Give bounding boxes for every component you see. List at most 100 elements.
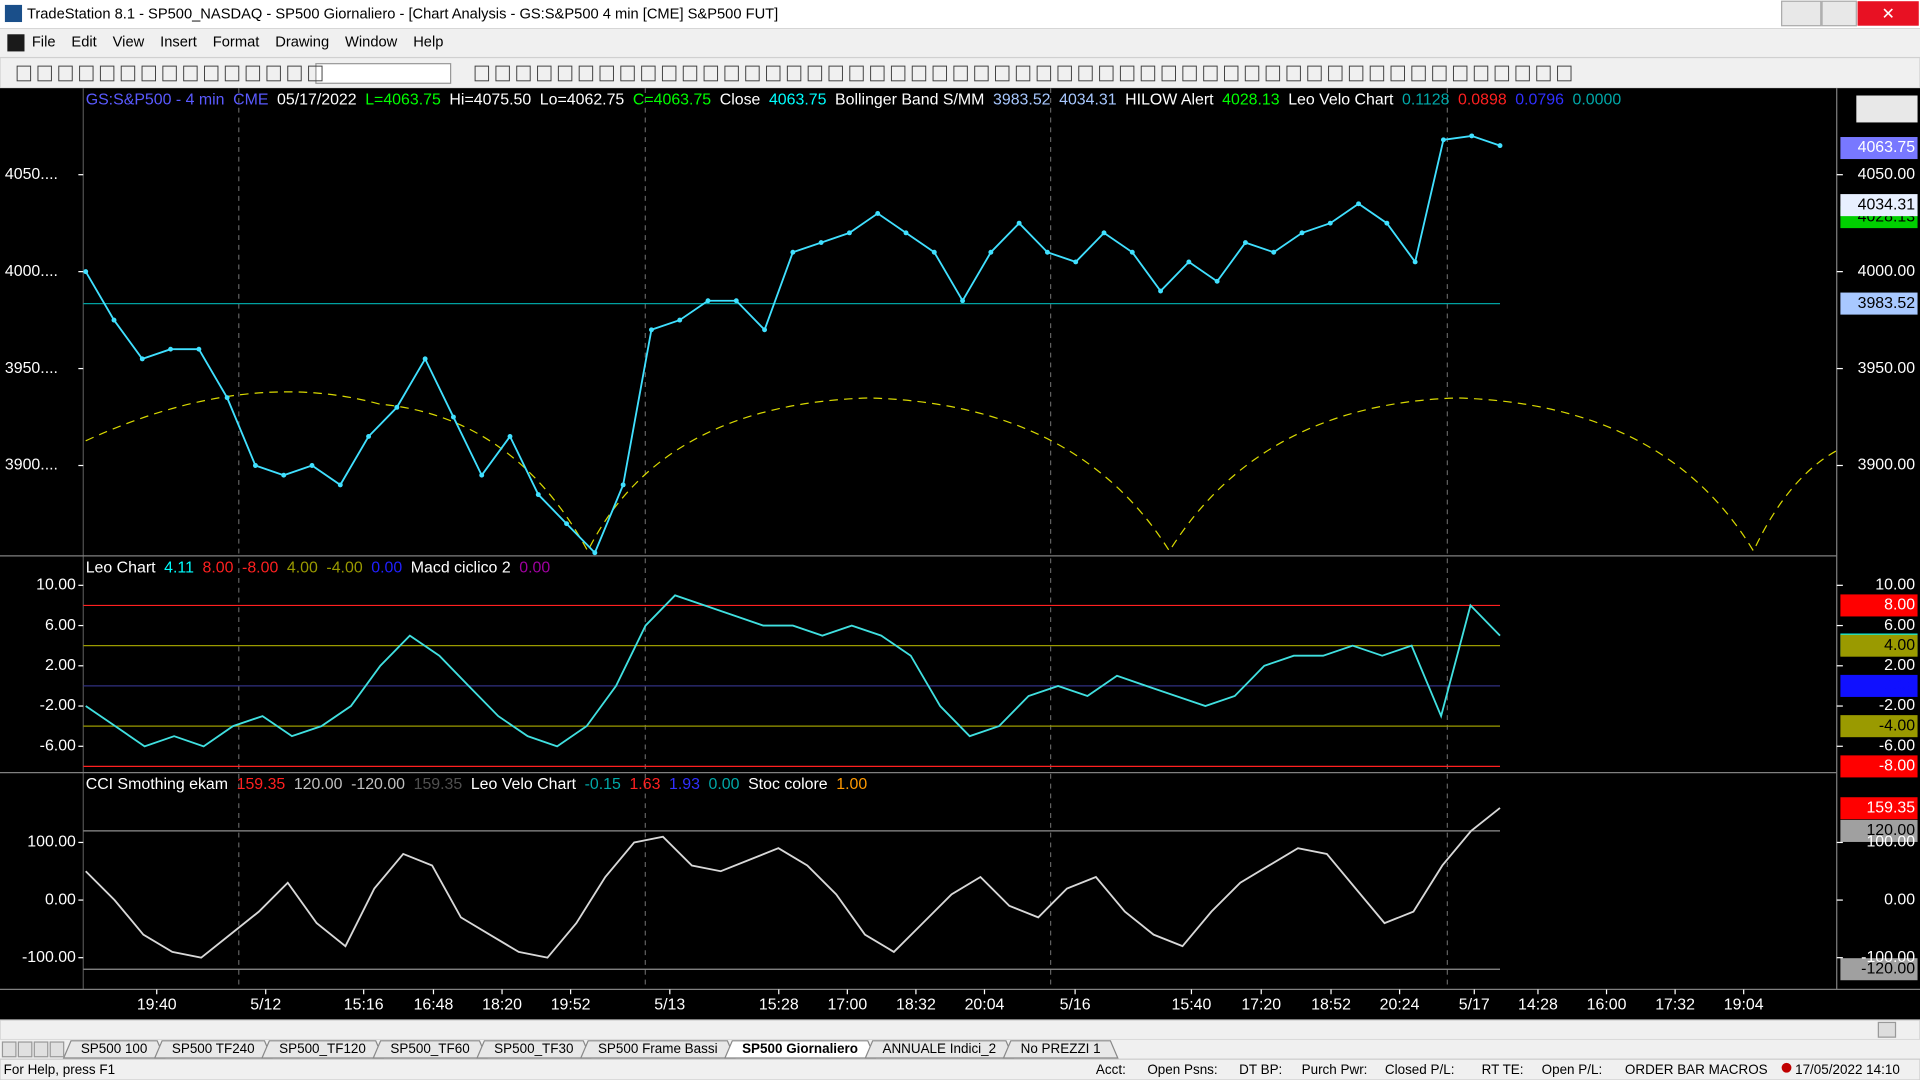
toolbar-icon[interactable] <box>1161 65 1176 82</box>
toolbar-icon[interactable] <box>245 65 261 82</box>
toolbar-icon[interactable] <box>204 65 219 82</box>
toolbar-icon[interactable] <box>641 65 656 82</box>
toolbar-icon[interactable] <box>79 65 94 82</box>
menu-item[interactable]: Edit <box>71 35 96 51</box>
maximize-button[interactable] <box>1821 0 1857 27</box>
toolbar-icon[interactable] <box>1203 65 1218 82</box>
toolbar-icon[interactable] <box>1369 65 1385 82</box>
toolbar-icon[interactable] <box>1140 65 1156 82</box>
toolbar-icon[interactable] <box>516 65 531 82</box>
toolbar-icon[interactable] <box>745 65 760 82</box>
toolbar-icon[interactable] <box>474 65 490 82</box>
toolbar-icon[interactable] <box>1224 65 1239 82</box>
tab-scroll-button[interactable] <box>1 1041 17 1058</box>
sheet-tab-label[interactable]: SP500_TF60 <box>390 1041 469 1056</box>
symbol-combo[interactable] <box>315 63 452 84</box>
toolbar-icon[interactable] <box>495 65 510 82</box>
toolbar-icon[interactable] <box>557 65 573 82</box>
toolbar-icon[interactable] <box>1307 65 1322 82</box>
toolbar-icon[interactable] <box>786 65 802 82</box>
toolbar-icon[interactable] <box>766 65 781 82</box>
toolbar-icon[interactable] <box>1057 65 1072 82</box>
tab-scroll-button[interactable] <box>17 1041 33 1058</box>
toolbar-icon[interactable] <box>1078 65 1093 82</box>
toolbar-icon[interactable] <box>1036 65 1052 82</box>
toolbar-icon[interactable] <box>1411 65 1426 82</box>
tab-scroll-button[interactable] <box>49 1041 65 1058</box>
scrollbar[interactable] <box>0 1019 1920 1041</box>
toolbar-icon[interactable] <box>974 65 989 82</box>
sheet-tab-label[interactable]: SP500 100 <box>81 1041 148 1056</box>
toolbar-icon[interactable] <box>932 65 948 82</box>
toolbar-icon[interactable] <box>266 65 281 82</box>
toolbar-icon[interactable] <box>724 65 739 82</box>
toolbar-icon[interactable] <box>287 65 302 82</box>
sheet-tab-label[interactable]: ANNUALE Indici_2 <box>882 1041 996 1056</box>
macros-label[interactable]: ORDER BAR MACROS <box>1625 1062 1768 1077</box>
toolbar-icon[interactable] <box>141 65 156 82</box>
toolbar-icon[interactable] <box>1452 65 1468 82</box>
chart-window-buttons[interactable] <box>1856 95 1918 123</box>
toolbar-icon[interactable] <box>537 65 552 82</box>
toolbar-icon[interactable] <box>183 65 198 82</box>
menu-item[interactable]: Drawing <box>275 35 329 51</box>
sheet-tab-label[interactable]: SP500_TF120 <box>279 1041 366 1056</box>
toolbar-icon[interactable] <box>807 65 823 82</box>
toolbar-icon[interactable] <box>890 65 906 82</box>
toolbar-icon[interactable] <box>224 65 240 82</box>
toolbar-icon[interactable] <box>703 65 719 82</box>
toolbar-icon[interactable] <box>1015 65 1031 82</box>
menu-item[interactable]: File <box>32 35 56 51</box>
toolbar-icon[interactable] <box>1286 65 1301 82</box>
toolbar-icon[interactable] <box>99 65 115 82</box>
sheet-tab[interactable] <box>1002 1040 1119 1059</box>
toolbar-icon[interactable] <box>849 65 864 82</box>
menu-item[interactable]: Window <box>345 35 398 51</box>
toolbar-icon[interactable] <box>37 65 52 82</box>
sheet-tab-label[interactable]: SP500_TF30 <box>494 1041 573 1056</box>
toolbar-icon[interactable] <box>1536 65 1551 82</box>
toolbar-icon[interactable] <box>308 65 323 82</box>
toolbar-icon[interactable] <box>120 65 136 82</box>
time-label: 14:28 <box>1518 997 1558 1014</box>
toolbar-icon[interactable] <box>1515 65 1530 82</box>
toolbar-icon[interactable] <box>58 65 73 82</box>
toolbar-icon[interactable] <box>162 65 177 82</box>
sheet-tab-label[interactable]: No PREZZI 1 <box>1021 1041 1101 1056</box>
close-button[interactable] <box>1857 1 1919 26</box>
indicator-label: 0.00 <box>371 559 402 576</box>
toolbar-icon[interactable] <box>1432 65 1447 82</box>
minimize-button[interactable] <box>1781 0 1822 27</box>
toolbar-icon[interactable] <box>828 65 843 82</box>
toolbar-icon[interactable] <box>1119 65 1135 82</box>
menu-item[interactable]: Format <box>213 35 260 51</box>
toolbar-icon[interactable] <box>1390 65 1405 82</box>
tab-scroll-button[interactable] <box>33 1041 49 1058</box>
scroll-thumb[interactable] <box>1877 1021 1897 1038</box>
sheet-tab-label[interactable]: SP500 TF240 <box>172 1041 255 1056</box>
menu-item[interactable]: View <box>113 35 145 51</box>
toolbar-icon[interactable] <box>1473 65 1489 82</box>
menu-item[interactable]: Insert <box>160 35 197 51</box>
toolbar-icon[interactable] <box>578 65 594 82</box>
toolbar-icon[interactable] <box>911 65 927 82</box>
toolbar-icon[interactable] <box>16 65 32 82</box>
sheet-tab-label[interactable]: SP500 Frame Bassi <box>598 1041 718 1056</box>
toolbar-icon[interactable] <box>1182 65 1197 82</box>
toolbar-icon[interactable] <box>953 65 968 82</box>
toolbar-icon[interactable] <box>1265 65 1281 82</box>
menu-item[interactable]: Help <box>413 35 443 51</box>
sheet-tab-label[interactable]: SP500 Giornaliero <box>742 1041 858 1056</box>
toolbar-icon[interactable] <box>1328 65 1343 82</box>
toolbar-icon[interactable] <box>682 65 698 82</box>
toolbar-icon[interactable] <box>1348 65 1364 82</box>
toolbar-icon[interactable] <box>995 65 1010 82</box>
toolbar-icon[interactable] <box>870 65 885 82</box>
toolbar-icon[interactable] <box>1494 65 1510 82</box>
toolbar-icon[interactable] <box>1244 65 1260 82</box>
toolbar-icon[interactable] <box>1099 65 1114 82</box>
toolbar-icon[interactable] <box>599 65 614 82</box>
toolbar-icon[interactable] <box>661 65 677 82</box>
toolbar-icon[interactable] <box>1557 65 1572 82</box>
toolbar-icon[interactable] <box>620 65 635 82</box>
